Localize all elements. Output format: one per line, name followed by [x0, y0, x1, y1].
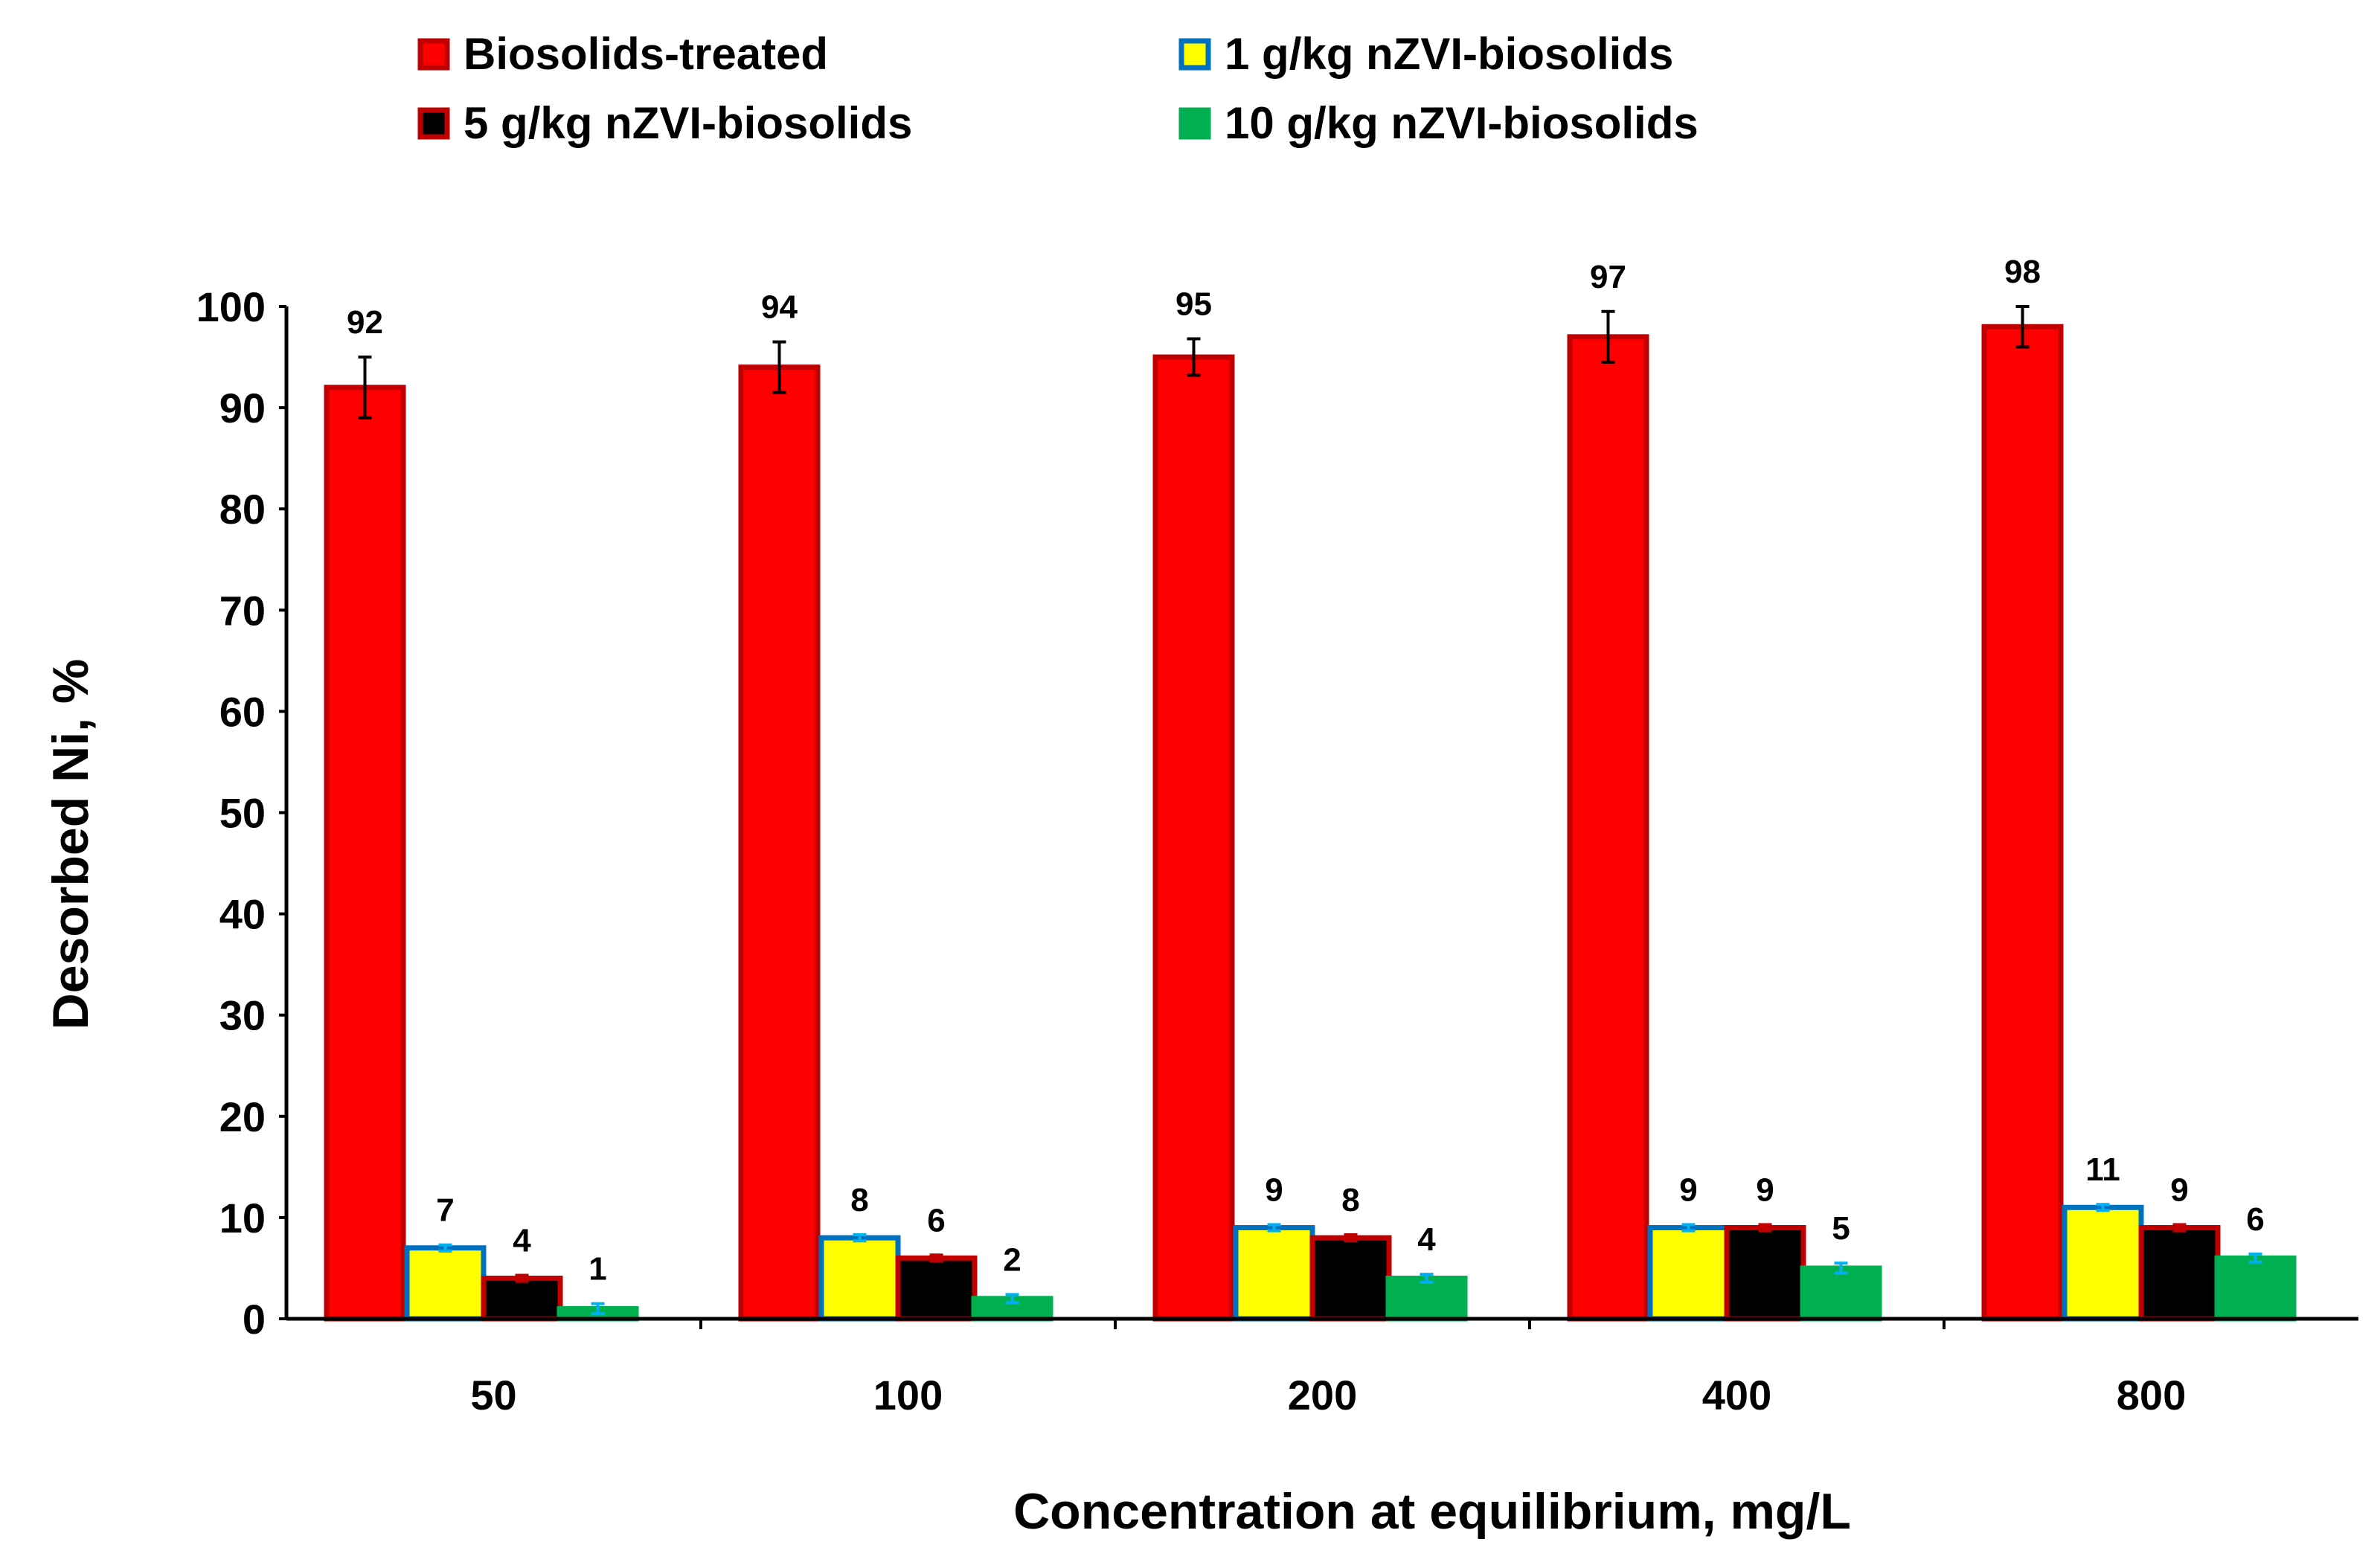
legend-swatch: [417, 38, 450, 71]
data-label: 97: [1590, 259, 1626, 295]
bar: [1309, 1235, 1392, 1322]
bar: [1567, 334, 1649, 1322]
bar: [1647, 1225, 1730, 1322]
y-tick-label: 0: [243, 1296, 266, 1343]
y-tick-label: 60: [219, 688, 266, 735]
y-tick-label: 10: [219, 1195, 266, 1241]
data-label: 4: [513, 1222, 531, 1259]
error-bars: [358, 305, 2262, 1316]
bar-series: [324, 324, 2297, 1322]
legend-label: 1 g/kg nZVI-biosolids: [1225, 29, 1673, 79]
y-tick-label: 20: [219, 1093, 266, 1140]
legend-swatch: [417, 107, 450, 140]
data-label: 8: [1341, 1182, 1359, 1218]
legend-label: Biosolids-treated: [464, 29, 828, 79]
bar: [2138, 1225, 2221, 1322]
x-tick-label: 200: [1288, 1372, 1357, 1418]
bar: [1233, 1225, 1315, 1322]
data-label: 9: [1756, 1172, 1774, 1208]
y-tick-label: 40: [219, 891, 266, 938]
data-label: 9: [1679, 1172, 1697, 1208]
bar: [2062, 1204, 2144, 1322]
x-axis-title: Concentration at equilibrium, mg/L: [1013, 1483, 1851, 1540]
x-tick-label: 800: [2117, 1372, 2186, 1418]
bar: [481, 1276, 563, 1322]
x-tick-label: 50: [470, 1372, 516, 1418]
y-tick-label: 90: [219, 385, 266, 431]
data-label: 6: [927, 1202, 945, 1238]
bar: [1385, 1276, 1468, 1322]
bar: [895, 1255, 978, 1322]
bar: [1800, 1265, 1882, 1322]
data-label: 11: [2085, 1151, 2120, 1188]
x-tick-label: 400: [1702, 1372, 1771, 1418]
data-label: 9: [1265, 1172, 1283, 1208]
y-tick-label: 80: [219, 486, 266, 533]
data-label: 92: [347, 304, 383, 341]
y-axis-title: Desorbed Ni, %: [42, 659, 99, 1030]
bar: [818, 1235, 901, 1322]
y-tick-label: 30: [219, 992, 266, 1039]
bar: [324, 385, 406, 1322]
bar: [2214, 1255, 2297, 1322]
data-label: 98: [2004, 254, 2041, 290]
data-label: 95: [1175, 286, 1212, 323]
y-tick-label: 50: [219, 790, 266, 837]
y-tick-label: 70: [219, 587, 266, 634]
bar: [1152, 354, 1235, 1322]
data-label: 5: [1832, 1210, 1850, 1247]
legend-swatch: [1178, 38, 1211, 71]
data-label: 94: [761, 289, 798, 326]
legend: Biosolids-treated 1 g/kg nZVI-biosolids 5 …: [417, 29, 1699, 148]
data-labels: 92 94 95 97 98 7 8 9 9 11 4 6 8 9 9 1 2 4 5 6: [347, 254, 2265, 1288]
legend-swatch: [1178, 107, 1211, 140]
bar: [404, 1245, 487, 1322]
data-label: 2: [1003, 1241, 1021, 1278]
bar: [738, 364, 821, 1322]
data-label: 7: [436, 1192, 454, 1229]
data-label: 4: [1417, 1221, 1436, 1258]
legend-label: 5 g/kg nZVI-biosolids: [464, 98, 912, 148]
data-label: 6: [2246, 1201, 2264, 1238]
bar: [1724, 1225, 1806, 1322]
x-tick-label: 100: [873, 1372, 943, 1418]
y-tick-label: 100: [196, 283, 266, 330]
legend-label: 10 g/kg nZVI-biosolids: [1225, 98, 1699, 148]
data-label: 9: [2170, 1172, 2188, 1208]
axes: 0 10 20 30 40 50 60 70 80 90 100 50 100 200 400 800: [196, 283, 2358, 1418]
data-label: 1: [588, 1251, 606, 1288]
bar: [1981, 324, 2064, 1322]
data-label: 8: [850, 1182, 868, 1218]
